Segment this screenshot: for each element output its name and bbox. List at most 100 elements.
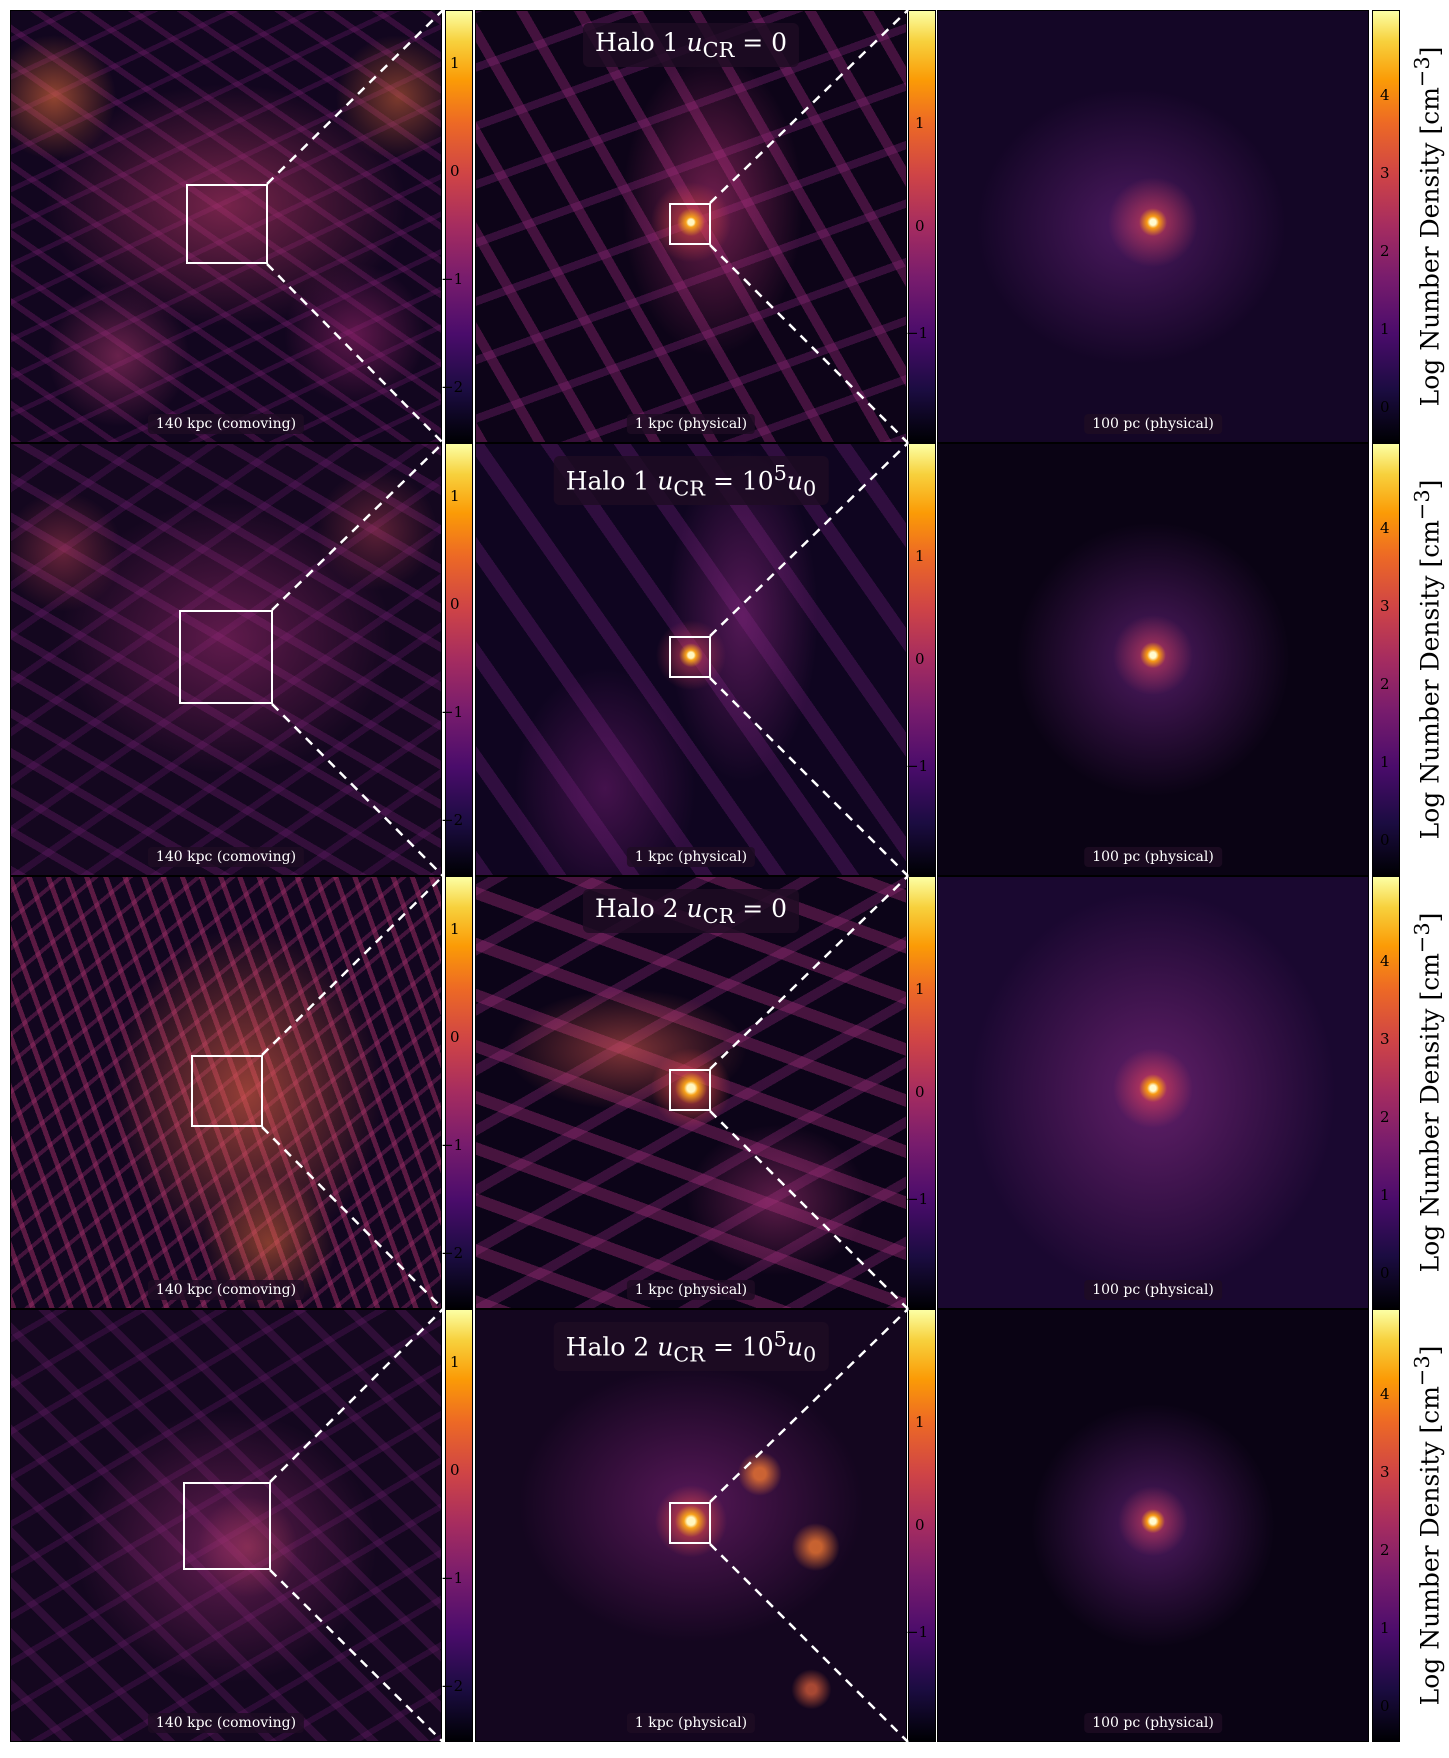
cbar3-tick: 2 [1380, 675, 1390, 693]
cbar2-tick: −1 [906, 757, 929, 775]
row-halo2-ucr1e5: 140 kpc (comoving) 1 0 −1 −2 Halo 2 uCR … [0, 1309, 1449, 1742]
cbar3-tick: 3 [1380, 1030, 1390, 1048]
cbar1-tick: 0 [450, 1028, 460, 1046]
cbar1-tick: 1 [450, 1353, 460, 1371]
cbar1-tick: −1 [441, 1569, 464, 1587]
scale-label: 140 kpc (comoving) [147, 847, 305, 867]
row-halo2-ucr0: 140 kpc (comoving) 1 0 −1 −2 Halo 2 uCR … [0, 876, 1449, 1309]
zoom-region-box [186, 184, 268, 264]
cbar2-tick: −1 [906, 1623, 929, 1641]
zoom-region-box [191, 1055, 263, 1127]
colorbar-2 [908, 443, 936, 876]
mid-scale-panel: Halo 1 uCR = 105u0 1 kpc (physical) [475, 443, 907, 876]
cbar1-tick: −1 [441, 1136, 464, 1154]
cbar3-tick: 4 [1380, 1385, 1390, 1403]
colorbar-axis-title: Log Number Density [cm−3] [1410, 46, 1445, 407]
large-scale-panel: 140 kpc (comoving) [10, 876, 442, 1309]
scale-label: 140 kpc (comoving) [147, 1713, 305, 1733]
cbar3-tick: 4 [1380, 952, 1390, 970]
density-field-image [938, 1310, 1368, 1741]
density-field-image [938, 11, 1368, 442]
colorbar-1 [445, 10, 473, 443]
density-field-image [938, 877, 1368, 1308]
cbar1-tick: −1 [441, 703, 464, 721]
cbar1-tick: −1 [441, 270, 464, 288]
halo-title: Halo 1 uCR = 105u0 [553, 456, 829, 506]
large-scale-panel: 140 kpc (comoving) [10, 10, 442, 443]
colorbar-3 [1372, 1309, 1400, 1742]
colorbar-1 [445, 443, 473, 876]
row-halo1-ucr0: 140 kpc (comoving) 1 0 −1 −2 Halo 1 uCR … [0, 10, 1449, 443]
scale-label: 1 kpc (physical) [626, 414, 756, 434]
colorbar-1 [445, 876, 473, 1309]
halo-title: Halo 2 uCR = 105u0 [553, 1322, 829, 1372]
cbar2-tick: 1 [915, 980, 925, 998]
scale-label: 1 kpc (physical) [626, 1280, 756, 1300]
mid-scale-panel: Halo 2 uCR = 105u0 1 kpc (physical) [475, 1309, 907, 1742]
cbar1-tick: 0 [450, 1461, 460, 1479]
cbar3-tick: 1 [1380, 320, 1390, 338]
colorbar-2 [908, 1309, 936, 1742]
cbar3-tick: 1 [1380, 1619, 1390, 1637]
cbar2-tick: 0 [915, 650, 925, 668]
colorbar-3 [1372, 876, 1400, 1309]
colorbar-2 [908, 876, 936, 1309]
cbar3-tick: 0 [1380, 1697, 1390, 1715]
large-scale-panel: 140 kpc (comoving) [10, 443, 442, 876]
cbar2-tick: 1 [915, 114, 925, 132]
cbar3-tick: 0 [1380, 831, 1390, 849]
density-field-image [938, 444, 1368, 875]
scale-label: 140 kpc (comoving) [147, 414, 305, 434]
scale-label: 100 pc (physical) [1084, 414, 1222, 434]
cbar2-tick: 1 [915, 547, 925, 565]
scale-label: 100 pc (physical) [1084, 847, 1222, 867]
cbar2-tick: −1 [906, 1190, 929, 1208]
scale-label: 1 kpc (physical) [626, 1713, 756, 1733]
mid-scale-panel: Halo 1 uCR = 0 1 kpc (physical) [475, 10, 907, 443]
scale-label: 140 kpc (comoving) [147, 1280, 305, 1300]
cbar1-tick: 1 [450, 920, 460, 938]
colorbar-axis-title: Log Number Density [cm−3] [1410, 912, 1445, 1273]
cbar1-tick: −2 [441, 1244, 464, 1262]
scale-label: 1 kpc (physical) [626, 847, 756, 867]
cbar2-tick: 0 [915, 217, 925, 235]
zoom-region-box [669, 636, 711, 678]
mid-scale-panel: Halo 2 uCR = 0 1 kpc (physical) [475, 876, 907, 1309]
colorbar-axis-title: Log Number Density [cm−3] [1410, 1345, 1445, 1706]
cbar2-tick: 0 [915, 1516, 925, 1534]
cbar3-tick: 2 [1380, 1108, 1390, 1126]
cbar3-tick: 2 [1380, 242, 1390, 260]
halo-title: Halo 1 uCR = 0 [582, 23, 800, 67]
scale-label: 100 pc (physical) [1084, 1280, 1222, 1300]
halo-title: Halo 2 uCR = 0 [582, 889, 800, 933]
cbar1-tick: 1 [450, 487, 460, 505]
cbar2-tick: 1 [915, 1413, 925, 1431]
cbar3-tick: 1 [1380, 753, 1390, 771]
cbar2-tick: 0 [915, 1083, 925, 1101]
colorbar-axis-title: Log Number Density [cm−3] [1410, 479, 1445, 840]
large-scale-panel: 140 kpc (comoving) [10, 1309, 442, 1742]
cbar3-tick: 3 [1380, 1463, 1390, 1481]
cbar2-tick: −1 [906, 324, 929, 342]
zoom-region-box [183, 1482, 271, 1570]
zoom-region-box [179, 610, 273, 704]
cbar3-tick: 0 [1380, 1264, 1390, 1282]
cbar1-tick: −2 [441, 811, 464, 829]
cbar1-tick: 0 [450, 595, 460, 613]
cbar3-tick: 3 [1380, 164, 1390, 182]
small-scale-panel: 100 pc (physical) [937, 443, 1369, 876]
colorbar-1 [445, 1309, 473, 1742]
cbar3-tick: 3 [1380, 597, 1390, 615]
small-scale-panel: 100 pc (physical) [937, 1309, 1369, 1742]
cbar1-tick: 1 [450, 54, 460, 72]
cbar3-tick: 4 [1380, 519, 1390, 537]
small-scale-panel: 100 pc (physical) [937, 876, 1369, 1309]
zoom-region-box [669, 1502, 711, 1544]
row-halo1-ucr1e5: 140 kpc (comoving) 1 0 −1 −2 Halo 1 uCR … [0, 443, 1449, 876]
small-scale-panel: 100 pc (physical) [937, 10, 1369, 443]
cbar3-tick: 4 [1380, 86, 1390, 104]
scale-label: 100 pc (physical) [1084, 1713, 1222, 1733]
cbar3-tick: 2 [1380, 1541, 1390, 1559]
colorbar-3 [1372, 443, 1400, 876]
cbar3-tick: 1 [1380, 1186, 1390, 1204]
